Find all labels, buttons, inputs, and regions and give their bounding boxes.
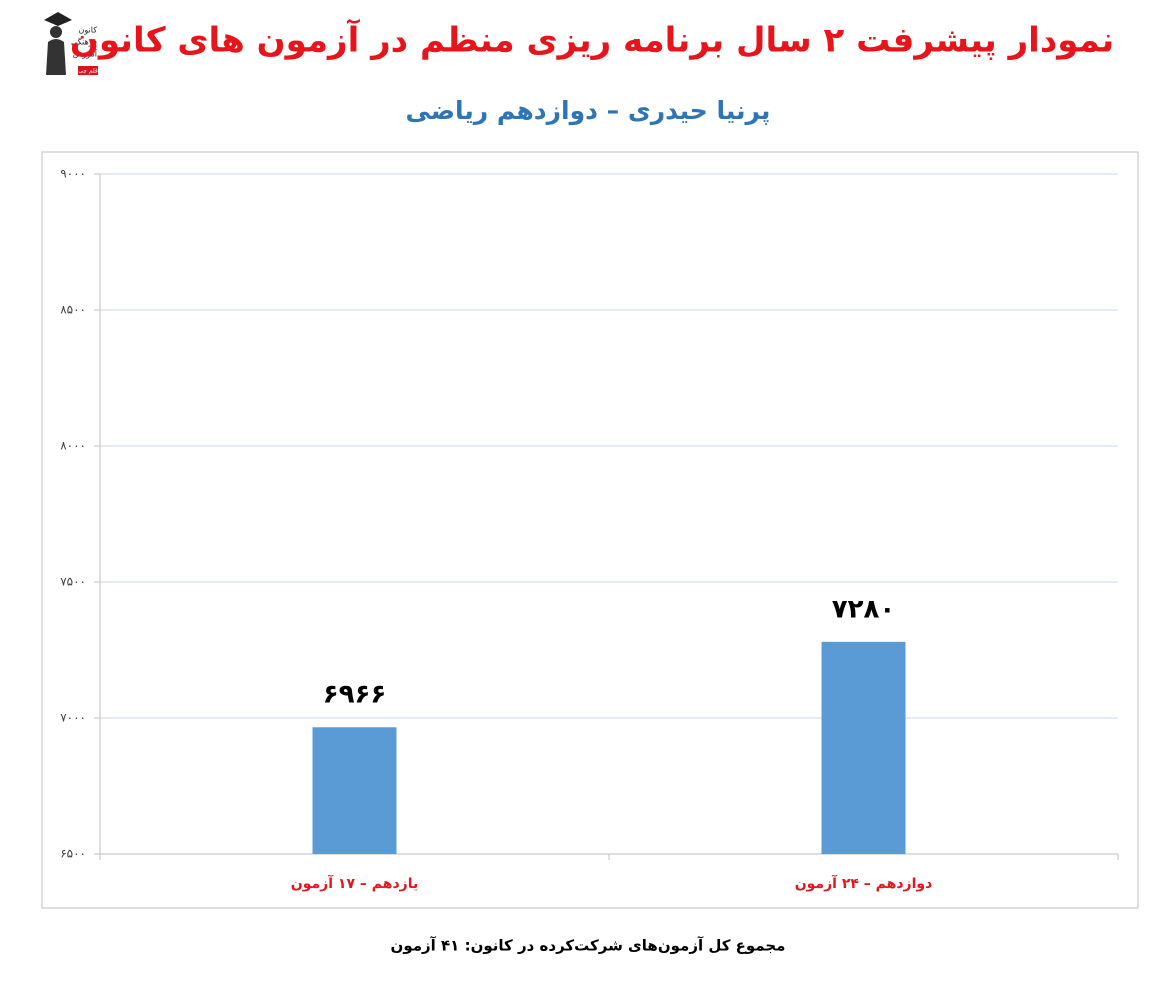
logo-head	[50, 26, 62, 38]
logo-text: فرهنگی	[71, 37, 97, 47]
y-tick-label: ۶۵۰۰	[60, 847, 86, 861]
y-tick-label: ۷۵۰۰	[60, 575, 86, 589]
logo-text: آموزش	[73, 49, 98, 59]
bar	[821, 641, 906, 854]
chart-frame	[41, 151, 1139, 909]
chart-subtitle: پرنیا حیدری – دوازدهم ریاضی	[406, 96, 771, 126]
logo: کانون فرهنگی آموزش قلم چی	[40, 10, 98, 76]
x-tick-label: یازدهم – ۱۷ آزمون	[291, 874, 418, 892]
bar	[312, 727, 397, 854]
logo-text: کانون	[79, 26, 98, 35]
y-tick-label: ۸۰۰۰	[60, 439, 86, 453]
logo-cap	[44, 12, 72, 26]
logo-text: قلم چی	[78, 68, 98, 75]
logo-body	[46, 39, 66, 75]
y-tick-label: ۹۰۰۰	[60, 167, 86, 181]
x-tick-label: دوازدهم – ۲۴ آزمون	[795, 874, 933, 892]
value-label: ۷۲۸۰	[832, 594, 895, 624]
value-label: ۶۹۶۶	[323, 680, 386, 710]
y-tick-label: ۷۰۰۰	[60, 711, 86, 725]
y-tick-label: ۸۵۰۰	[60, 303, 86, 317]
footnote: مجموع کل آزمون‌های شرکت‌کرده در کانون: ۴…	[391, 937, 786, 955]
logo-badge	[78, 66, 98, 75]
chart-title: نمودار پیشرفت ۲ سال برنامه ریزی منظم در …	[70, 19, 1114, 61]
